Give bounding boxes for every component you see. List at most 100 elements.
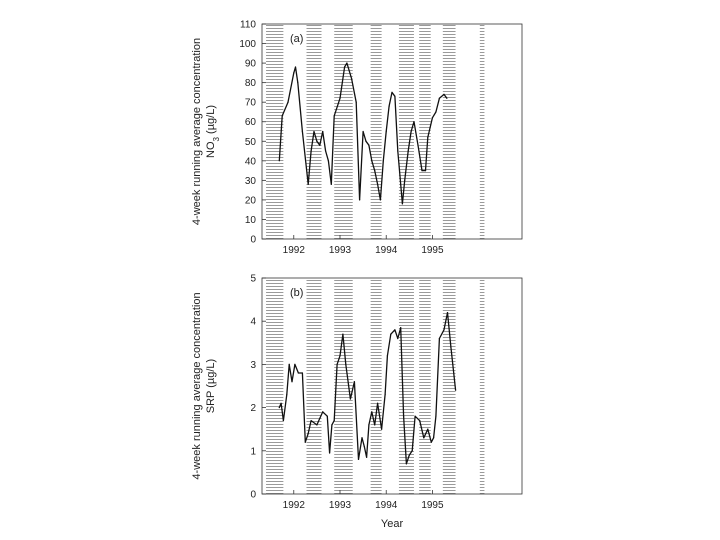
x-tick-label: 1993 xyxy=(329,500,352,511)
data-point xyxy=(349,398,351,400)
shaded-period-5 xyxy=(398,278,414,494)
data-point xyxy=(417,144,419,146)
data-point xyxy=(344,66,346,68)
y-tick-label: 20 xyxy=(245,195,257,206)
shaded-period-4 xyxy=(370,278,382,494)
panel-b-shaded-periods xyxy=(266,278,485,494)
data-point xyxy=(377,402,379,404)
y-tick-label: 80 xyxy=(245,78,257,89)
y-tick-label: 10 xyxy=(245,215,257,226)
y-tick-label: 5 xyxy=(250,274,256,285)
data-point xyxy=(394,329,396,331)
data-point xyxy=(365,140,367,142)
data-point xyxy=(294,66,297,68)
data-point xyxy=(353,381,355,383)
shaded-period-7 xyxy=(442,24,456,239)
data-point xyxy=(287,101,289,103)
y-tick-label: 1 xyxy=(250,446,256,457)
shaded-period-7 xyxy=(442,278,456,494)
data-point xyxy=(421,170,423,172)
shaded-period-2 xyxy=(306,278,322,494)
data-point xyxy=(339,355,341,357)
data-point xyxy=(438,97,440,99)
data-point xyxy=(403,415,405,417)
data-point xyxy=(333,420,335,422)
shaded-period-6 xyxy=(419,278,431,494)
data-point xyxy=(446,312,449,314)
data-point xyxy=(407,150,409,152)
data-point xyxy=(433,437,435,439)
panel-b-ylabel-line2: SRP (µg/L) xyxy=(205,359,217,413)
data-point xyxy=(336,363,338,365)
shaded-period-6 xyxy=(419,24,431,239)
data-point xyxy=(307,183,309,185)
data-point xyxy=(366,456,368,458)
x-tick-label: 1994 xyxy=(375,245,398,256)
data-point xyxy=(325,150,327,152)
data-point xyxy=(280,402,282,404)
data-point xyxy=(450,346,452,348)
panel-b-frame xyxy=(261,277,523,495)
y-tick-label: 0 xyxy=(250,235,256,246)
panel-b-x-axis: 1992 1993 1994 1995 xyxy=(283,490,444,511)
data-point xyxy=(355,101,357,103)
data-point xyxy=(435,111,437,113)
y-tick-label: 30 xyxy=(245,176,257,187)
data-point xyxy=(374,170,376,172)
data-point xyxy=(379,199,381,201)
data-point xyxy=(390,333,392,335)
panel-a-ylabel-line2: NO3 (µg/L) xyxy=(205,105,221,158)
data-point xyxy=(329,452,331,454)
data-point xyxy=(414,415,416,417)
data-point xyxy=(394,95,396,97)
data-point xyxy=(455,389,457,391)
panel-a-ylabel-line1: 4-week running average concentration xyxy=(191,38,203,225)
data-point xyxy=(397,150,399,152)
y-tick-label: 50 xyxy=(245,137,257,148)
data-point xyxy=(443,93,445,95)
data-point xyxy=(381,428,383,430)
data-point xyxy=(310,150,312,152)
y-tick-label: 0 xyxy=(250,490,256,501)
y-tick-label: 2 xyxy=(250,403,256,414)
shaded-period-5 xyxy=(398,24,414,239)
shaded-period-8 xyxy=(479,278,485,494)
data-point xyxy=(410,130,412,133)
data-point xyxy=(281,115,283,117)
data-point xyxy=(388,105,390,107)
data-point xyxy=(316,140,318,142)
x-tick-label: 1994 xyxy=(375,500,398,511)
data-point xyxy=(282,420,284,422)
data-point xyxy=(297,82,299,84)
data-point xyxy=(346,62,348,64)
data-point xyxy=(313,130,315,133)
x-tick-label: 1992 xyxy=(283,245,306,256)
shaded-period-8 xyxy=(479,24,485,239)
data-point xyxy=(384,394,386,396)
panel-a-label: (a) xyxy=(290,33,303,45)
panel-a-frame xyxy=(261,23,523,240)
data-point xyxy=(423,437,425,439)
data-point xyxy=(401,203,403,205)
data-point xyxy=(330,183,332,185)
shaded-period-4 xyxy=(370,24,382,239)
data-point xyxy=(362,130,364,133)
data-point xyxy=(408,454,410,456)
shaded-period-3 xyxy=(334,278,353,494)
data-point xyxy=(291,381,293,383)
data-point xyxy=(374,424,376,426)
panel-b-ylabel-line1: 4-week running average concentration xyxy=(191,292,203,479)
data-point xyxy=(397,337,399,340)
panel-b-points xyxy=(278,312,457,465)
panel-b-label: (b) xyxy=(290,287,303,299)
data-point xyxy=(427,428,429,430)
data-point xyxy=(405,463,407,465)
x-tick-label: 1993 xyxy=(329,245,352,256)
panel-a-shaded-periods xyxy=(266,24,485,239)
data-point xyxy=(431,117,433,119)
data-point xyxy=(301,372,303,374)
data-point xyxy=(404,179,406,181)
y-tick-label: 60 xyxy=(245,117,257,128)
